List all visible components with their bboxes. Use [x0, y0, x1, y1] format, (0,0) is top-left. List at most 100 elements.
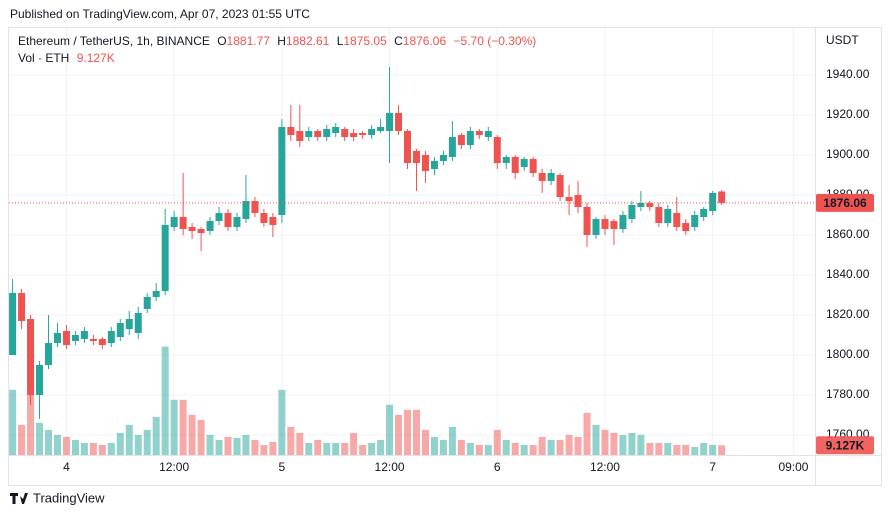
volume-bar — [682, 444, 690, 455]
volume-bar — [44, 429, 52, 455]
x-tick-label: 12:00 — [590, 460, 620, 474]
candle-body — [116, 323, 124, 337]
candle-body — [242, 201, 250, 219]
candle-body — [601, 219, 609, 229]
candle-body — [161, 225, 169, 291]
volume-bar — [646, 442, 654, 455]
volume-bar — [368, 442, 376, 455]
volume-bar — [377, 439, 385, 455]
volume-bar — [430, 436, 438, 455]
volume-bar — [242, 434, 250, 455]
candle-body — [673, 213, 681, 227]
candle-body — [278, 127, 286, 215]
y-tick-label: 1920.00 — [826, 107, 870, 121]
volume-bar — [134, 434, 142, 455]
candle-body — [89, 339, 97, 341]
candle-body — [215, 213, 223, 221]
volume-bar — [691, 446, 699, 455]
candle-body — [386, 113, 394, 131]
volume-bar — [350, 432, 358, 455]
candle-body — [493, 137, 501, 163]
candle-body — [287, 127, 295, 135]
volume-bar — [143, 429, 151, 455]
x-tick-label: 4 — [63, 460, 70, 474]
volume-bar — [439, 439, 447, 455]
volume-bar — [305, 442, 313, 455]
candle-body — [592, 219, 600, 235]
candle-body — [197, 229, 205, 233]
candle-body — [421, 155, 429, 171]
candle-body — [475, 131, 483, 135]
low-value: 1875.05 — [343, 34, 387, 48]
volume-bar — [89, 442, 97, 455]
brand: TradingView — [10, 490, 105, 505]
candle-body — [9, 293, 17, 355]
x-tick-label: 5 — [279, 460, 286, 474]
volume-bar — [592, 424, 600, 455]
candle-body — [511, 157, 519, 173]
volume-bars — [9, 346, 726, 455]
volume-title: Vol · ETH — [18, 51, 69, 65]
brand-logo — [10, 493, 28, 504]
volume-bar — [601, 429, 609, 455]
y-tick-label: 1840.00 — [826, 267, 870, 281]
candle-body — [574, 195, 582, 207]
x-tick-label: 6 — [494, 460, 501, 474]
candle-body — [36, 365, 44, 395]
axes: 1760.001780.001800.001820.001840.001860.… — [9, 67, 874, 474]
volume-bar — [27, 394, 35, 455]
candle-body — [565, 197, 573, 201]
candle-body — [332, 127, 340, 133]
open-value: 1881.77 — [227, 34, 271, 48]
symbol-title: Ethereum / TetherUS, 1h, BINANCE — [18, 34, 210, 48]
candle-body — [529, 159, 537, 173]
volume-bar — [475, 444, 483, 455]
y-tick-label: 1780.00 — [826, 387, 870, 401]
candle-body — [368, 129, 376, 135]
volume-bar — [386, 404, 394, 455]
close-value: 1876.06 — [403, 34, 447, 48]
candle-body — [682, 223, 690, 231]
volume-bar — [556, 439, 564, 455]
candle-body — [457, 135, 465, 145]
volume-bar — [511, 442, 519, 455]
volume-bar — [709, 444, 717, 455]
volume-bar — [583, 412, 591, 455]
candle-body — [18, 293, 26, 321]
volume-bar — [80, 442, 88, 455]
candle-body — [305, 131, 313, 137]
volume-bar — [547, 439, 555, 455]
candle-body — [547, 173, 555, 181]
volume-bar — [161, 346, 169, 455]
candle-body — [709, 193, 717, 211]
candle-body — [664, 209, 672, 223]
volume-bar — [206, 434, 214, 455]
volume-bar — [188, 414, 196, 455]
candle-body — [395, 113, 403, 131]
volume-bar — [224, 436, 232, 455]
volume-bar — [125, 424, 133, 455]
candle-body — [27, 319, 35, 395]
volume-bar — [269, 441, 277, 455]
volume-legend: Vol · ETH 9.127K — [18, 51, 115, 65]
candle-body — [610, 221, 618, 229]
volume-bar — [179, 399, 187, 455]
candle-body — [206, 221, 214, 231]
candle-body — [484, 131, 492, 137]
volume-bar — [170, 399, 178, 455]
volume-bar — [538, 436, 546, 455]
volume-bar — [421, 429, 429, 455]
volume-bar — [529, 444, 537, 455]
volume-bar — [9, 389, 17, 455]
candle-body — [350, 133, 358, 137]
volume-bar — [233, 437, 241, 455]
volume-bar — [98, 444, 106, 455]
candle-body — [98, 339, 106, 345]
candle-body — [341, 129, 349, 137]
y-tick-label: 1860.00 — [826, 227, 870, 241]
candle-body — [628, 205, 636, 219]
candle-body — [323, 129, 331, 137]
candle-body — [520, 159, 528, 167]
current-volume-tag — [816, 436, 874, 455]
